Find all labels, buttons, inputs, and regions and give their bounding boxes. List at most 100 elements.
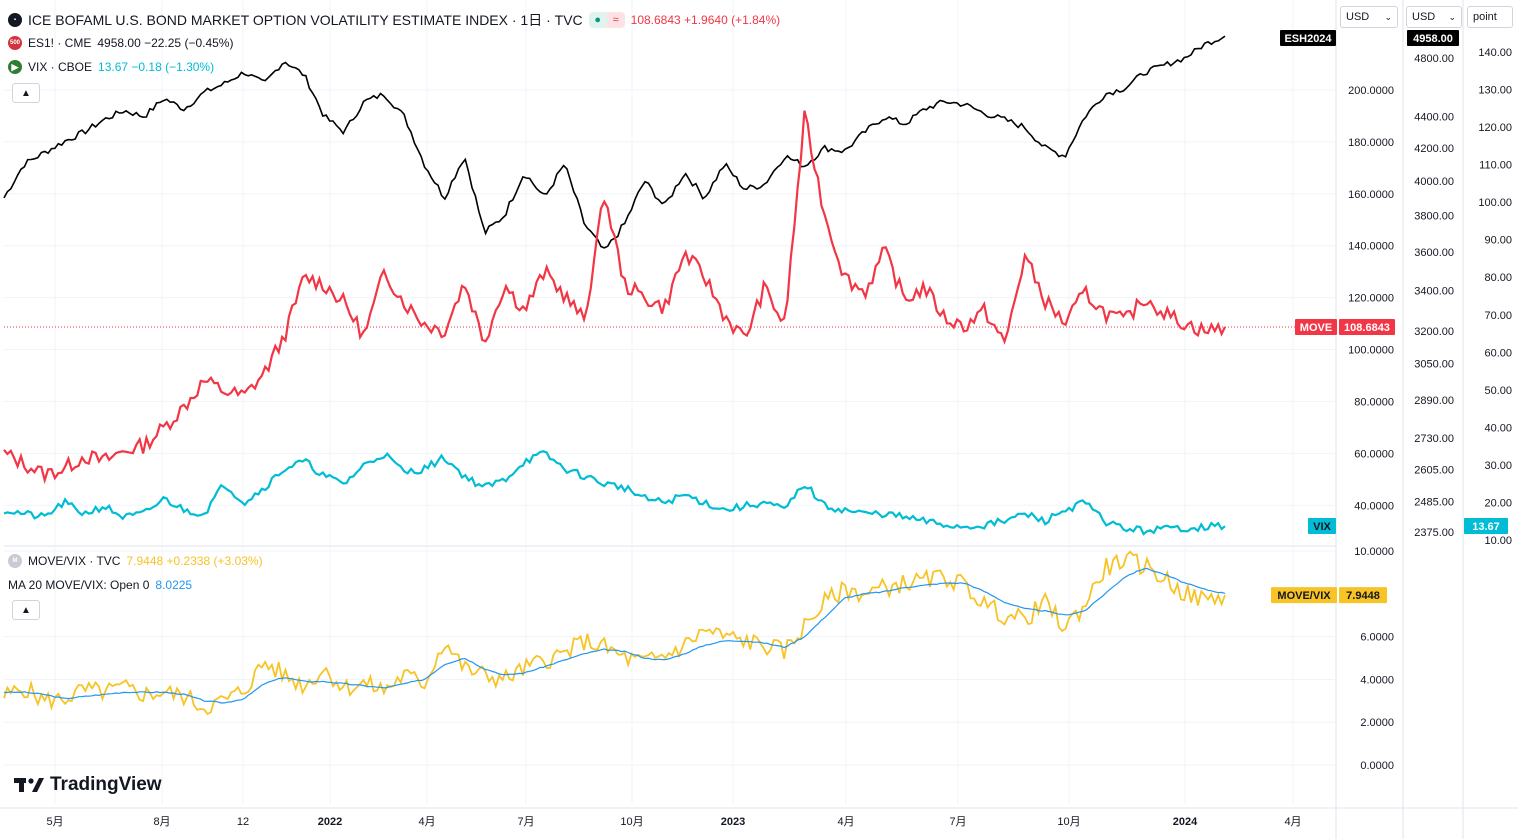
- x-tick-label: 5月: [46, 816, 63, 828]
- collapse-lower-legend-button[interactable]: ▲: [12, 600, 40, 620]
- move-last-value-tag-bg: [1339, 318, 1395, 335]
- logo-text: TradingView: [50, 774, 162, 795]
- es-axis-tick: 3050.00: [1414, 358, 1454, 370]
- vix-name-tag-text: VIX: [1313, 521, 1331, 533]
- tvc-symbol-icon: ▪: [8, 13, 22, 27]
- move-axis-tick: 140.0000: [1348, 241, 1394, 253]
- play-icon: ▶: [8, 60, 22, 74]
- vix-axis-tick: 120.00: [1478, 122, 1512, 134]
- x-tick-label: 7月: [517, 816, 534, 828]
- vix-last-value-tag-text: 13.67: [1472, 521, 1500, 533]
- vix-last-value-tag[interactable]: 13.67: [1464, 518, 1508, 534]
- vix-axis-tick: 110.00: [1479, 160, 1512, 172]
- ratio-axis-tick: 6.0000: [1360, 632, 1394, 644]
- move-name-tag-bg: [1295, 318, 1337, 335]
- x-tick-label: 12: [237, 816, 249, 828]
- vix-series-line: [3, 450, 1226, 536]
- es-axis-tick: 4800.00: [1414, 53, 1454, 65]
- vix-axis-tick: 90.00: [1484, 235, 1512, 247]
- x-tick-label: 2023: [721, 816, 745, 828]
- ma-legend-row[interactable]: MA 20 MOVE/VIX: Open 0 8.0225: [8, 578, 192, 592]
- main-value: 108.6843 +1.9640 (+1.84%): [630, 13, 781, 27]
- vix-axis-tick: 40.00: [1484, 422, 1512, 434]
- main-title: ICE BOFAML U.S. BOND MARKET OPTION VOLAT…: [28, 12, 583, 28]
- move-axis-tick: 40.0000: [1354, 500, 1394, 512]
- es-legend-row[interactable]: 500 ES1! · CME 4958.00 −22.25 (−0.45%): [8, 36, 233, 50]
- move-last-value-tag[interactable]: 108.6843: [1339, 318, 1395, 335]
- es-last-value-tag-bg: [1407, 30, 1459, 46]
- vix-value: 13.67 −0.18 (−1.30%): [98, 60, 215, 74]
- ratio-icon: M: [8, 554, 22, 568]
- es-axis-tick: 4200.00: [1414, 143, 1454, 155]
- unit-label: point: [1473, 11, 1497, 23]
- vix-axis-tick: 60.00: [1484, 347, 1512, 359]
- ratio-series-line: [3, 550, 1226, 716]
- chevron-up-icon: ▲: [21, 604, 31, 616]
- sp500-icon: 500: [8, 36, 22, 50]
- es-axis-tick: 3200.00: [1414, 326, 1454, 338]
- x-tick-label: 8月: [153, 816, 170, 828]
- vix-axis-tick: 140.00: [1478, 47, 1512, 59]
- chevron-down-icon: ⌄: [1448, 11, 1456, 22]
- ratio-value: 7.9448 +0.2338 (+3.03%): [126, 554, 263, 568]
- unit-dropdown[interactable]: point: [1467, 6, 1513, 28]
- currency-2-label: USD: [1412, 11, 1436, 23]
- vix-axis-tick: 10.00: [1484, 535, 1512, 547]
- move-axis-tick: 120.0000: [1348, 293, 1394, 305]
- move-name-tag-text: MOVE: [1300, 322, 1332, 334]
- ratio-last-value-tag-bg: [1339, 587, 1387, 604]
- ratio-legend-row[interactable]: M MOVE/VIX · TVC 7.9448 +0.2338 (+3.03%): [8, 554, 263, 568]
- move-last-value-tag-text: 108.6843: [1344, 322, 1390, 334]
- ratio-last-value-tag-text: 7.9448: [1346, 590, 1380, 602]
- move-axis-tick: 60.0000: [1354, 448, 1394, 460]
- es-name-tag-bg: [1280, 30, 1336, 46]
- dot-icon: ●: [588, 12, 607, 28]
- ma-label: MA 20 MOVE/VIX: Open 0: [8, 578, 150, 592]
- collapse-legend-button[interactable]: ▲: [12, 83, 40, 103]
- vix-name-tag[interactable]: VIX: [1308, 518, 1336, 534]
- es-value: 4958.00 −22.25 (−0.45%): [97, 36, 234, 50]
- move-name-tag[interactable]: MOVE: [1295, 318, 1337, 335]
- tradingview-logo-icon: [14, 778, 44, 792]
- compare-pill[interactable]: ● ≈: [588, 12, 625, 28]
- vix-axis-tick: 130.00: [1478, 85, 1512, 97]
- es-axis-tick: 3400.00: [1414, 285, 1454, 297]
- x-tick-label: 4月: [837, 816, 854, 828]
- vix-axis-tick: 30.00: [1484, 460, 1512, 472]
- x-tick-label: 10月: [1057, 816, 1080, 828]
- currency-dropdown-1[interactable]: USD ⌄: [1340, 6, 1398, 28]
- ratio-last-value-tag[interactable]: 7.9448: [1339, 587, 1387, 604]
- es-last-value-tag[interactable]: 4958.00: [1407, 30, 1459, 46]
- tradingview-logo[interactable]: TradingView: [14, 774, 162, 796]
- move-axis-tick: 80.0000: [1354, 396, 1394, 408]
- es-name-tag-text: ESH2024: [1284, 33, 1332, 45]
- move-axis-tick: 160.0000: [1348, 189, 1394, 201]
- es-symbol: ES1! · CME: [28, 36, 92, 50]
- es-axis-tick: 4000.00: [1414, 176, 1454, 188]
- es-axis-tick: 2375.00: [1414, 527, 1454, 539]
- ratio-name-tag-bg: [1271, 587, 1337, 604]
- es-name-tag[interactable]: ESH2024: [1280, 30, 1336, 46]
- vix-axis-tick: 100.00: [1478, 197, 1512, 209]
- es-axis-tick: 2730.00: [1414, 433, 1454, 445]
- x-tick-label: 4月: [1284, 816, 1301, 828]
- ma-value: 8.0225: [155, 578, 193, 592]
- ratio-axis-tick: 4.0000: [1360, 674, 1394, 686]
- x-tick-label: 4月: [418, 816, 435, 828]
- vix-axis-tick: 20.00: [1484, 497, 1512, 509]
- chevron-down-icon: ⌄: [1384, 11, 1392, 22]
- es-last-value-tag-text: 4958.00: [1413, 33, 1453, 45]
- vix-legend-row[interactable]: ▶ VIX · CBOE 13.67 −0.18 (−1.30%): [8, 60, 214, 74]
- ratio-name-tag[interactable]: MOVE/VIX: [1271, 587, 1337, 604]
- currency-1-label: USD: [1346, 11, 1370, 23]
- ratio-name-tag-text: MOVE/VIX: [1277, 590, 1331, 602]
- currency-dropdown-2[interactable]: USD ⌄: [1406, 6, 1462, 28]
- ratio-axis-tick: 0.0000: [1360, 760, 1394, 772]
- ratio-symbol: MOVE/VIX · TVC: [28, 554, 121, 568]
- x-tick-label: 2022: [318, 816, 342, 828]
- es-axis-tick: 3800.00: [1414, 210, 1454, 222]
- vix-axis-tick: 70.00: [1484, 310, 1512, 322]
- move-series-line: [3, 110, 1226, 485]
- vix-symbol: VIX · CBOE: [28, 60, 93, 74]
